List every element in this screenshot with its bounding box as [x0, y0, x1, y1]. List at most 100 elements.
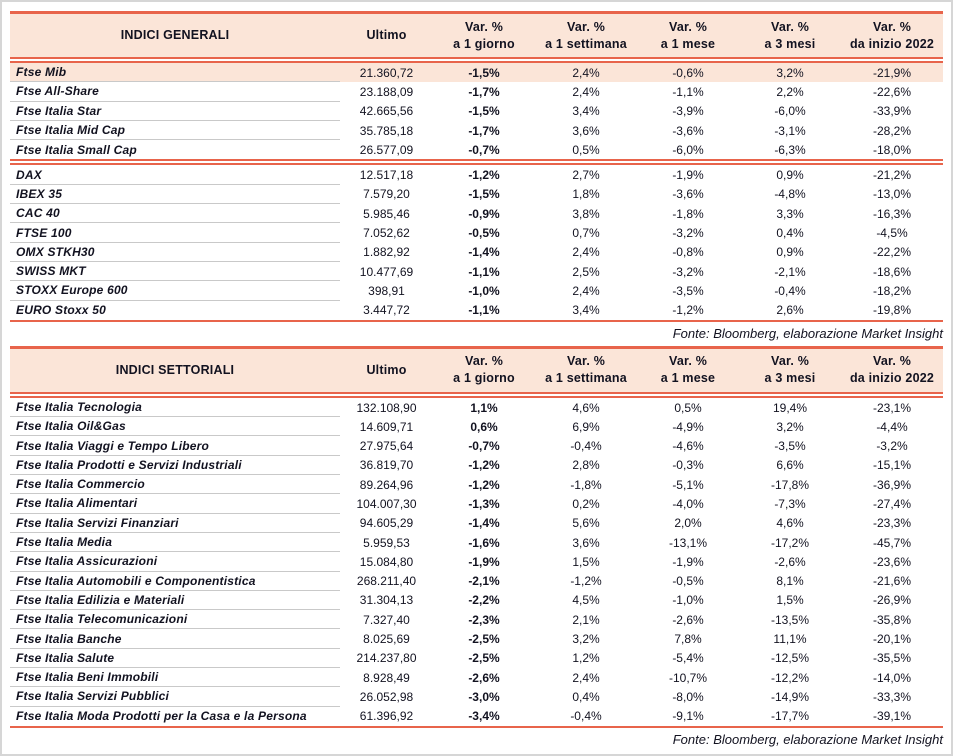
table-row: EURO Stoxx 50 3.447,72 -1,1% 3,4% -1,2% 2,6% -…: [10, 301, 943, 320]
column-header-line2: a 3 mesi: [764, 371, 816, 386]
var-ytd-value-cell: -22,6%: [872, 84, 912, 99]
table-row: STOXX Europe 600 398,91 -1,0% 2,4% -3,5% -0,4…: [10, 281, 943, 301]
index-name-cell: Ftse Italia Oil&Gas: [10, 417, 340, 437]
table-row: Ftse Italia Moda Prodotti per la Casa e …: [10, 707, 943, 726]
var-1w-value-cell: 2,4%: [572, 65, 600, 80]
var-1d-value-cell: -1,7%: [468, 123, 500, 138]
table-bottom-rule: [10, 319, 943, 322]
var-1m-value-cell: -1,2%: [672, 303, 704, 318]
var-3m-value-cell: 0,4%: [776, 226, 804, 241]
table-row: Ftse Italia Salute 214.237,80 -2,5% 1,2% -5,…: [10, 649, 943, 669]
var-1m-value-cell: 7,8%: [674, 632, 702, 647]
table-row: Ftse Italia Small Cap 26.577,09 -0,7% 0,5% -…: [10, 140, 943, 159]
var-3m-value-cell: 11,1%: [773, 632, 807, 647]
var-3m-value-cell: -17,2%: [770, 535, 810, 550]
var-1d-value-cell: -2,5%: [468, 632, 500, 647]
var-1d-value-cell: 1,1%: [470, 400, 498, 415]
index-name-cell: Ftse Italia Tecnologia: [10, 398, 340, 418]
var-1d-value-cell: -1,5%: [468, 187, 500, 202]
var-1w-value-cell: 2,8%: [572, 458, 600, 473]
var-1d-value-cell: -2,5%: [468, 651, 500, 666]
column-header-line2: da inizio 2022: [849, 371, 935, 386]
index-name-cell: OMX STKH30: [10, 243, 340, 262]
var-1d-value-cell: -3,4%: [468, 709, 500, 724]
var-1w-value-cell: 3,4%: [572, 104, 600, 119]
column-header-line2: a 1 giorno: [453, 371, 515, 386]
table-row: OMX STKH30 1.882,92 -1,4% 2,4% -0,8% 0,9% -22,…: [10, 243, 943, 262]
table-title: INDICI GENERALI: [120, 28, 230, 42]
index-name-cell: Ftse Italia Star: [10, 102, 340, 121]
var-1m-value-cell: -1,9%: [672, 554, 704, 569]
var-1w-value-cell: 2,5%: [572, 264, 600, 279]
column-header-var-ytd: Var. % da inizio 2022: [841, 349, 943, 392]
column-header-line2: da inizio 2022: [849, 36, 935, 51]
column-header-line2: a 3 mesi: [764, 36, 816, 51]
var-1w-value-cell: 4,5%: [572, 593, 600, 608]
var-1m-value-cell: -1,9%: [672, 168, 704, 183]
ultimo-value-cell: 8.928,49: [363, 670, 410, 685]
table-row: Ftse Italia Viaggi e Tempo Libero 27.975,…: [10, 436, 943, 456]
var-ytd-value-cell: -39,1%: [872, 709, 912, 724]
var-1w-value-cell: -0,4%: [570, 709, 602, 724]
var-1d-value-cell: -2,6%: [468, 670, 500, 685]
table-row: Ftse Italia Star 42.665,56 -1,5% 3,4% -3,9% -…: [10, 102, 943, 121]
ultimo-value-cell: 3.447,72: [363, 303, 410, 318]
var-1w-value-cell: 2,7%: [572, 168, 600, 183]
var-1d-value-cell: -0,9%: [468, 206, 500, 221]
column-header-var-ytd: Var. % da inizio 2022: [841, 14, 943, 57]
table-title: INDICI SETTORIALI: [115, 362, 235, 377]
var-1w-value-cell: 2,4%: [572, 245, 600, 260]
var-1w-value-cell: -0,4%: [570, 439, 602, 454]
var-1d-value-cell: -1,3%: [468, 496, 500, 511]
ultimo-value-cell: 1.882,92: [363, 245, 410, 260]
var-1w-value-cell: 0,5%: [572, 142, 600, 157]
table-row: FTSE 100 7.052,62 -0,5% 0,7% -3,2% 0,4% -4,5%: [10, 223, 943, 243]
var-3m-value-cell: -13,5%: [770, 612, 810, 627]
var-1d-value-cell: -1,2%: [468, 168, 500, 183]
var-1m-value-cell: -1,8%: [672, 206, 704, 221]
column-header-line1: Var. %: [566, 354, 606, 369]
var-1w-value-cell: 3,6%: [572, 123, 600, 138]
var-3m-value-cell: 3,3%: [776, 206, 804, 221]
var-1m-value-cell: -1,1%: [672, 84, 704, 99]
var-3m-value-cell: -17,8%: [770, 477, 810, 492]
var-1w-value-cell: 3,6%: [572, 535, 600, 550]
var-1d-value-cell: -0,7%: [468, 439, 500, 454]
var-1w-value-cell: 0,7%: [572, 226, 600, 241]
var-ytd-value-cell: -4,4%: [876, 419, 908, 434]
ultimo-value-cell: 36.819,70: [359, 458, 414, 473]
table-row: Ftse Italia Servizi Finanziari 94.605,29 -…: [10, 514, 943, 533]
var-3m-value-cell: 0,9%: [776, 168, 804, 183]
index-rows-italy: Ftse Mib 21.360,72 -1,5% 2,4% -0,6% 3,2% -21,9…: [10, 63, 943, 159]
table-row: IBEX 35 7.579,20 -1,5% 1,8% -3,6% -4,8% -13,0%: [10, 185, 943, 205]
var-1m-value-cell: -3,2%: [672, 264, 704, 279]
var-3m-value-cell: -0,4%: [774, 283, 806, 298]
index-name-cell: Ftse Italia Beni Immobili: [10, 668, 340, 688]
table-indici-generali: INDICI GENERALI Ultimo Var. % a 1 giorno…: [10, 11, 943, 322]
var-1m-value-cell: -2,6%: [672, 612, 704, 627]
column-header-line2: a 1 giorno: [453, 36, 515, 51]
table-row: CAC 40 5.985,46 -0,9% 3,8% -1,8% 3,3% -16,3%: [10, 204, 943, 224]
var-ytd-value-cell: -21,9%: [872, 65, 912, 80]
var-3m-value-cell: 6,6%: [776, 458, 804, 473]
var-3m-value-cell: 19,4%: [772, 400, 808, 415]
var-ytd-value-cell: -33,9%: [872, 104, 912, 119]
index-name-cell: Ftse Italia Small Cap: [16, 142, 137, 157]
ultimo-value-cell: 12.517,18: [359, 168, 414, 183]
index-name-cell: Ftse Italia Media: [10, 533, 340, 553]
ultimo-value-cell: 15.084,80: [359, 554, 414, 569]
column-header-var-1d: Var. % a 1 giorno: [433, 14, 535, 57]
ultimo-value-cell: 7.579,20: [363, 187, 410, 202]
double-rule-divider: [10, 159, 943, 166]
column-header-line1: Var. %: [668, 19, 708, 34]
var-3m-value-cell: -3,1%: [774, 123, 806, 138]
var-1w-value-cell: 2,4%: [572, 283, 600, 298]
var-1d-value-cell: -1,5%: [468, 65, 500, 80]
var-3m-value-cell: -6,3%: [774, 142, 806, 157]
index-name-cell: STOXX Europe 600: [10, 281, 340, 301]
column-header-line1: Var. %: [770, 354, 810, 369]
var-1m-value-cell: -3,5%: [672, 283, 704, 298]
source-note: Fonte: Bloomberg, elaborazione Market In…: [672, 731, 943, 747]
var-1d-value-cell: -1,2%: [468, 477, 500, 492]
index-name-cell: Ftse Italia Telecomunicazioni: [10, 610, 340, 630]
